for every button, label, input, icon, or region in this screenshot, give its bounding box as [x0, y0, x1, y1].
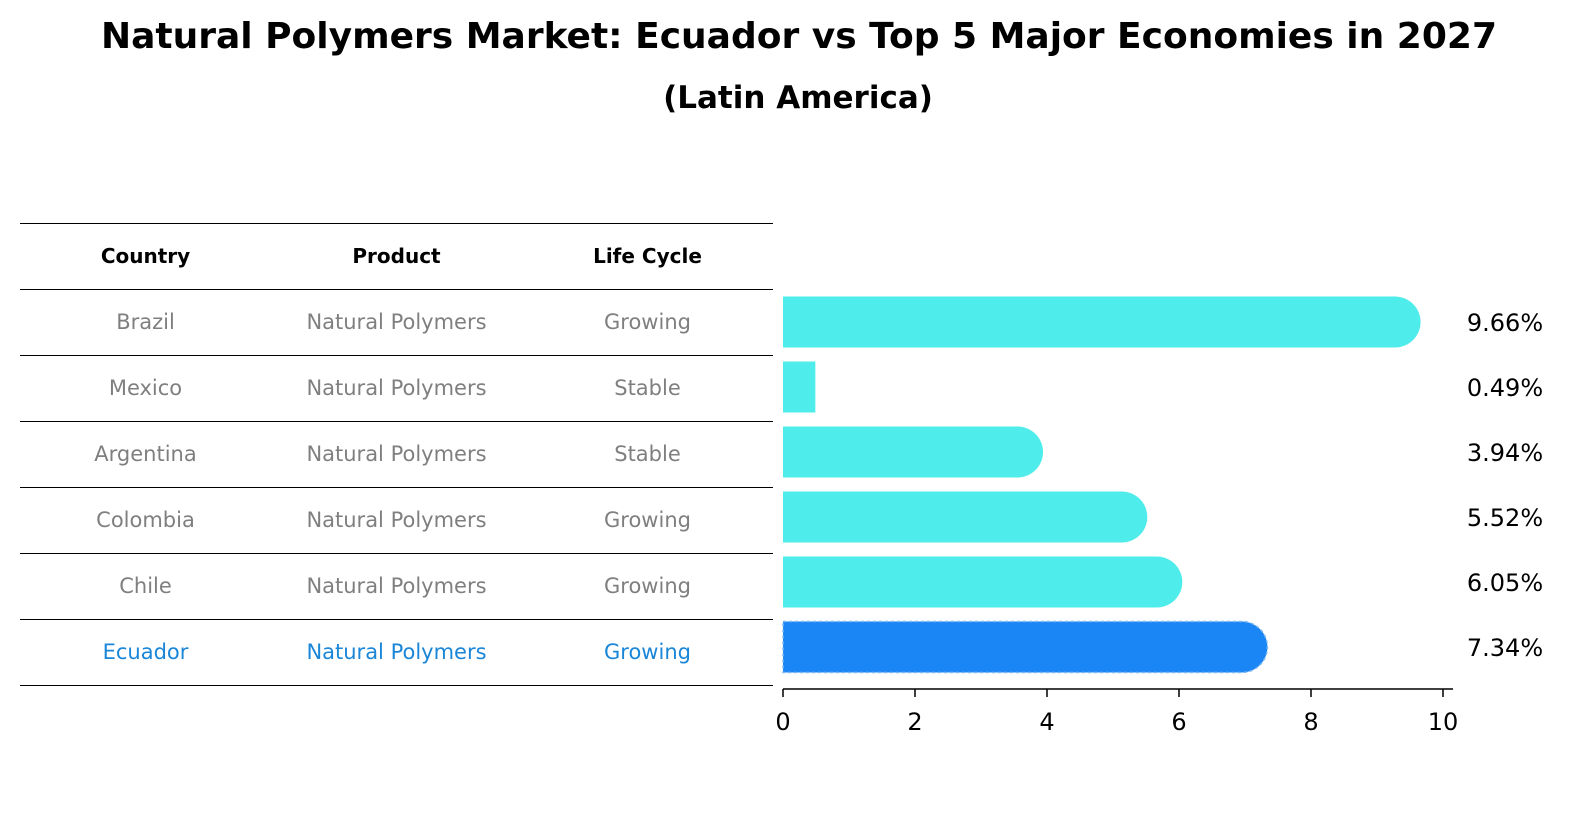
table-cell-product: Natural Polymers — [306, 442, 487, 466]
bar-brazil — [783, 296, 1421, 348]
x-tick-label: 10 — [1428, 708, 1459, 736]
table-header-cell: Life Cycle — [593, 244, 702, 268]
bar-value-label: 9.66% — [1467, 309, 1543, 337]
table-cell-life-cycle: Growing — [604, 640, 691, 664]
table-cell-country: Mexico — [108, 376, 183, 400]
table-row-rule — [20, 619, 773, 620]
table-top-rule — [20, 223, 773, 224]
bar-chile — [783, 556, 1183, 608]
bar-argentina — [783, 426, 1044, 478]
table-header-rule — [20, 289, 773, 290]
table-row-rule — [20, 421, 773, 422]
chart-subtitle: (Latin America) — [663, 80, 933, 116]
table-header-cell: Country — [100, 244, 191, 268]
bar-value-label: 0.49% — [1467, 374, 1543, 402]
table-cell-product: Natural Polymers — [306, 508, 487, 532]
table-cell-product: Natural Polymers — [306, 310, 487, 334]
bar-ecuador — [782, 620, 1269, 674]
bar-value-label: 6.05% — [1467, 569, 1543, 597]
bar-value-label: 5.52% — [1467, 504, 1543, 532]
table-cell-life-cycle: Growing — [604, 574, 691, 598]
table-cell-country: Brazil — [116, 310, 175, 334]
x-tick-label: 0 — [775, 708, 790, 736]
bar-colombia — [783, 491, 1148, 543]
table-row-rule — [20, 355, 773, 356]
table-cell-product: Natural Polymers — [306, 640, 487, 664]
x-tick-label: 4 — [1039, 708, 1054, 736]
table-row-rule — [20, 553, 773, 554]
x-tick-label: 8 — [1303, 708, 1318, 736]
table-cell-country: Colombia — [96, 508, 195, 532]
table-cell-life-cycle: Stable — [614, 376, 681, 400]
table-cell-product: Natural Polymers — [306, 574, 487, 598]
bar-value-label: 7.34% — [1467, 634, 1543, 662]
table-row-rule — [20, 487, 773, 488]
table-cell-country: Chile — [119, 574, 172, 598]
table-cell-life-cycle: Stable — [614, 442, 681, 466]
table-row-rule — [20, 685, 773, 686]
table-cell-life-cycle: Growing — [604, 310, 691, 334]
chart-title: Natural Polymers Market: Ecuador vs Top … — [100, 16, 1498, 57]
table-cell-country: Argentina — [94, 442, 197, 466]
x-tick-label: 2 — [907, 708, 922, 736]
table-header-cell: Product — [352, 244, 441, 268]
bar-value-label: 3.94% — [1467, 439, 1543, 467]
table-cell-country: Ecuador — [102, 640, 189, 664]
bar-mexico — [783, 361, 816, 413]
x-tick-label: 6 — [1171, 708, 1186, 736]
table-cell-life-cycle: Growing — [604, 508, 691, 532]
table-cell-product: Natural Polymers — [306, 376, 487, 400]
